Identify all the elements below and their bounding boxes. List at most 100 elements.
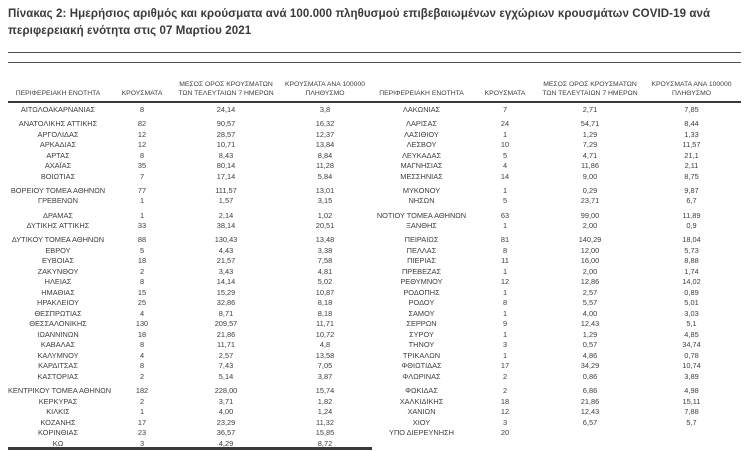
cases-cell: 33: [137, 221, 147, 231]
region-cell: ΡΟΔΟΥ: [408, 298, 435, 308]
per100k-cell: 8,88: [684, 256, 699, 266]
column-header-region: ΠΕΡΙΦΕΡΕΙΑΚΗ ΕΝΟΤΗΤΑ: [379, 89, 464, 97]
table-row: ΣΥΡΟΥ 1 1,29 4,85: [374, 329, 744, 340]
per100k-cell: 5,84: [317, 171, 333, 181]
avg7-cell: 140,29: [578, 235, 602, 245]
avg7-cell: 10,71: [216, 140, 236, 150]
cases-cell: 5: [502, 196, 508, 206]
avg7-cell: 2,71: [582, 104, 598, 114]
avg7-cell: 21,86: [216, 329, 236, 339]
region-cell: ΑΡΚΑΔΙΑΣ: [39, 140, 77, 150]
region-cell: ΔΡΑΜΑΣ: [43, 210, 73, 220]
region-cell: ΦΩΚΙΔΑΣ: [405, 386, 438, 396]
region-cell: ΖΑΚΥΝΘΟΥ: [37, 266, 79, 276]
avg7-cell: 4,71: [582, 150, 598, 160]
avg7-cell: 8,43: [218, 150, 234, 160]
avg7-cell: 36,57: [216, 428, 236, 438]
cases-cell: 8: [139, 150, 145, 160]
avg7-cell: 17,14: [216, 171, 236, 181]
cases-cell: 1: [139, 210, 145, 220]
cases-cell: 8: [139, 340, 145, 350]
region-cell: ΚΙΛΚΙΣ: [46, 407, 70, 417]
cases-cell: 2: [502, 386, 508, 396]
region-cell: ΓΡΕΒΕΝΩΝ: [38, 196, 78, 206]
region-cell: ΙΩΑΝΝΙΝΩΝ: [37, 329, 79, 339]
per100k-cell: 1,24: [317, 407, 333, 417]
region-cell: ΝΟΤΙΟΥ ΤΟΜΕΑ ΑΘΗΝΩΝ: [376, 210, 467, 220]
region-cell: ΜΥΚΟΝΟΥ: [402, 185, 441, 195]
region-cell: ΛΑΣΙΘΙΟΥ: [404, 129, 439, 139]
per100k-cell: 12,37: [315, 129, 335, 139]
avg7-cell: 99,00: [580, 210, 600, 220]
avg7-cell: 7,29: [582, 140, 598, 150]
per100k-cell: 11,89: [682, 210, 701, 220]
per100k-cell: 15,74: [315, 386, 335, 396]
table-row: ΑΝΑΤΟΛΙΚΗΣ ΑΤΤΙΚΗΣ 82 90,57 16,32: [8, 118, 374, 129]
avg7-cell: 4,29: [218, 438, 234, 448]
per100k-cell: 9,87: [684, 185, 699, 195]
cases-cell: 12: [500, 277, 510, 287]
region-cell: ΗΡΑΚΛΕΙΟΥ: [37, 298, 79, 308]
per100k-cell: 14,02: [682, 277, 701, 287]
cases-cell: 3: [139, 438, 145, 448]
region-cell: ΛΑΚΩΝΙΑΣ: [402, 104, 441, 114]
per100k-cell: 5,01: [684, 298, 699, 308]
avg7-cell: 4,00: [582, 308, 598, 318]
avg7-cell: 14,14: [216, 277, 236, 287]
per100k-cell: 13,01: [315, 185, 335, 195]
table-row: ΙΩΑΝΝΙΝΩΝ 18 21,86 10,72: [8, 329, 374, 340]
table-body-left: ΑΙΤΩΛΟΑΚΑΡΝΑΝΙΑΣ 8 24,14 3,8 ΑΝΑΤΟΛΙΚΗΣ …: [8, 104, 374, 448]
avg7-cell: 11,86: [581, 161, 599, 171]
table-row: ΠΡΕΒΕΖΑΣ 1 2,00 1,74: [374, 266, 744, 277]
avg7-cell: 5,14: [218, 371, 234, 381]
region-cell: ΠΙΕΡΙΑΣ: [407, 256, 436, 266]
avg7-cell: 28,57: [216, 129, 236, 139]
cases-cell: 12: [137, 129, 147, 139]
table-row: ΒΟΡΕΙΟΥ ΤΟΜΕΑ ΑΘΗΝΩΝ 77 111,57 13,01: [8, 185, 374, 196]
cases-cell: 15: [137, 287, 147, 297]
cases-cell: 35: [137, 161, 147, 171]
cases-cell: 1: [502, 266, 508, 276]
avg7-cell: 8,71: [218, 308, 234, 318]
cases-cell: 18: [137, 256, 147, 266]
per100k-cell: 11,71: [316, 319, 334, 329]
table-row: ΠΕΛΛΑΣ 8 12,00 5,73: [374, 245, 744, 256]
per100k-cell: 4,81: [317, 266, 333, 276]
per100k-cell: 5,73: [684, 245, 699, 255]
per100k-cell: 8,44: [684, 119, 699, 129]
cases-cell: 4: [139, 308, 145, 318]
region-cell: ΠΕΛΛΑΣ: [406, 245, 437, 255]
per100k-cell: 15,11: [682, 396, 701, 406]
per100k-cell: 3,03: [684, 308, 699, 318]
table-row: ΔΥΤΙΚΟΥ ΤΟΜΕΑ ΑΘΗΝΩΝ 88 130,43 13,48: [8, 235, 374, 246]
cases-cell: 81: [500, 235, 510, 245]
avg7-cell: 9,00: [582, 171, 598, 181]
table-row: ΑΧΑΪΑΣ 35 80,14 11,28: [8, 160, 374, 171]
per100k-cell: 7,58: [317, 256, 333, 266]
cases-cell: 182: [135, 386, 149, 396]
cases-cell: 2: [502, 371, 508, 381]
region-cell: ΞΑΝΘΗΣ: [406, 221, 437, 231]
table-row: ΕΒΡΟΥ 5 4,43 3,38: [8, 245, 374, 256]
region-cell: ΛΑΡΙΣΑΣ: [406, 119, 437, 129]
cases-cell: 1: [502, 185, 508, 195]
cases-cell: 17: [137, 417, 147, 427]
region-cell: ΜΕΣΣΗΝΙΑΣ: [400, 171, 443, 181]
region-cell: ΤΡΙΚΑΛΩΝ: [402, 350, 441, 360]
column-header-per100k: ΚΡΟΥΣΜΑΤΑ ΑΝΑ 100000 ΠΛΗΘΥΣΜΟ: [651, 81, 732, 97]
per100k-cell: 16,32: [315, 119, 335, 129]
region-cell: ΝΗΣΩΝ: [408, 196, 435, 206]
per100k-cell: 10,74: [682, 361, 701, 371]
cases-cell: 25: [137, 298, 147, 308]
table-top-rule: [8, 62, 741, 63]
per100k-cell: 10,87: [315, 287, 335, 297]
column-header-per100k: ΚΡΟΥΣΜΑΤΑ ΑΝΑ 100000 ΠΛΗΘΥΣΜΟ: [284, 81, 366, 97]
table-row: ΔΡΑΜΑΣ 1 2,14 1,02: [8, 210, 374, 221]
table-row: ΜΑΓΝΗΣΙΑΣ 4 11,86 2,11: [374, 160, 744, 171]
avg7-cell: 2,57: [218, 350, 234, 360]
cases-cell: 12: [500, 407, 510, 417]
per100k-cell: 0,89: [684, 287, 699, 297]
region-cell: ΣΑΜΟΥ: [408, 308, 435, 318]
table-row: ΛΑΣΙΘΙΟΥ 1 1,29 1,33: [374, 129, 744, 140]
